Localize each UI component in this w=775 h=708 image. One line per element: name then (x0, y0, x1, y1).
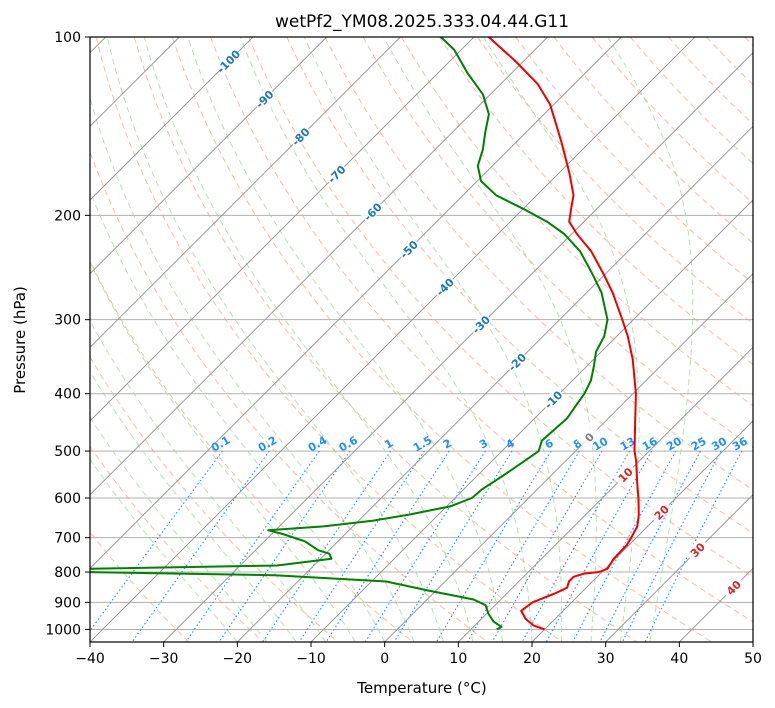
y-axis-label: Pressure (hPa) (11, 286, 29, 394)
mixing-ratio-line (572, 450, 677, 642)
moist-adiabat (90, 189, 386, 642)
isotherm-label-background (215, 48, 240, 73)
y-tick-label: 700 (54, 531, 81, 547)
x-tick-label: −30 (149, 651, 179, 667)
mixing-ratio-line (218, 450, 351, 642)
isotherm-line (90, 37, 475, 422)
mixing-ratio-line (90, 450, 223, 632)
isotherm-line (90, 37, 254, 201)
y-tick-label: 300 (54, 313, 81, 329)
moist-adiabat (90, 416, 268, 642)
moist-adiabat (187, 37, 503, 642)
isotherm-label-background (504, 349, 529, 374)
dry-adiabat (324, 37, 753, 491)
dry-adiabat (90, 150, 488, 642)
isotherm-label-background (612, 462, 637, 487)
isotherm-label-background (720, 574, 746, 599)
mixing-ratio-line (621, 450, 722, 642)
isotherm-label-background (648, 499, 673, 524)
x-tick-label: −40 (75, 651, 105, 667)
dry-adiabat (210, 37, 753, 623)
mixing-ratio-line (185, 450, 320, 642)
moist-adiabat (90, 260, 356, 642)
moist-adiabat (106, 37, 445, 642)
moist-adiabat (90, 458, 238, 642)
isotherm-line (163, 51, 753, 642)
dry-adiabat (477, 37, 753, 325)
isotherm-label-background (432, 274, 457, 299)
dewpoint-line (90, 37, 609, 631)
dry-adiabat (438, 37, 753, 366)
moist-adiabat (383, 37, 597, 642)
y-tick-label: 500 (54, 444, 81, 460)
isotherm-line (90, 37, 549, 496)
isotherm-label-background (251, 86, 276, 111)
isotherm-line (310, 199, 753, 642)
x-tick-label: −20 (223, 651, 253, 667)
dry-adiabat (248, 37, 753, 578)
isotherm-label-background (396, 236, 421, 261)
y-tick-label: 100 (54, 30, 81, 46)
x-tick-label: 50 (744, 651, 762, 667)
moist-adiabat (90, 370, 297, 642)
axes: −40 −30 −20 −10 0 10 20 30 40 50 100 200 300 400 500 60… (45, 30, 762, 667)
x-tick-label: −10 (296, 651, 326, 667)
isotherm-label-background (684, 537, 709, 562)
isotherm-line (90, 37, 328, 275)
y-tick-label: 800 (54, 565, 81, 581)
isotherm-line (531, 420, 753, 642)
mixing-ratio-line (491, 450, 603, 642)
mixing-ratio-line (545, 450, 653, 642)
moist-adiabat (90, 319, 327, 642)
temperature-line (488, 37, 640, 631)
x-tick-label: 40 (670, 651, 688, 667)
mixing-ratio-line (599, 450, 701, 642)
moist-adiabat (607, 37, 694, 642)
x-axis-label: Temperature (°C) (356, 679, 486, 697)
y-tick-label: 900 (54, 595, 81, 611)
moist-adiabat (303, 37, 563, 642)
isotherm-label-background (360, 199, 385, 224)
dry-adiabat (95, 37, 563, 642)
x-tick-label: 10 (449, 651, 467, 667)
dry-adiabat (90, 445, 264, 642)
y-tick-label: 1000 (45, 622, 81, 638)
isotherm-line (605, 493, 753, 642)
plot-frame (89, 36, 754, 643)
profile-lines (90, 37, 640, 631)
isotherm-line (90, 37, 696, 642)
isotherm-line (236, 125, 753, 642)
isotherm-line (384, 272, 753, 642)
x-tick-label: 20 (523, 651, 541, 667)
y-tick-label: 200 (54, 208, 81, 224)
isotherm-label-background (323, 161, 349, 186)
mixing-ratio-line (521, 450, 630, 642)
isotherm-label-background (468, 311, 493, 336)
moist-adiabat (143, 37, 474, 642)
y-tick-label: 600 (54, 491, 81, 507)
mixing-ratio-line (298, 450, 425, 642)
dry-adiabat (90, 356, 339, 642)
y-tick-label: 400 (54, 387, 81, 403)
mixing-ratio-line (644, 450, 743, 642)
isotherm-label-background (287, 123, 312, 149)
isotherm-line (457, 346, 753, 642)
moist-adiabat (239, 37, 533, 642)
isotherm-label-background (540, 387, 565, 412)
chart-title: wetPf2_YM08.2025.333.04.44.G11 (275, 12, 569, 32)
dry-adiabat (133, 37, 638, 642)
isotherm-label-background (576, 424, 601, 449)
x-tick-label: 30 (597, 651, 615, 667)
background-lines (90, 37, 753, 642)
mixing-ratio-line (262, 450, 392, 642)
x-tick-label: 0 (380, 651, 389, 667)
isotherm-line (90, 37, 622, 570)
